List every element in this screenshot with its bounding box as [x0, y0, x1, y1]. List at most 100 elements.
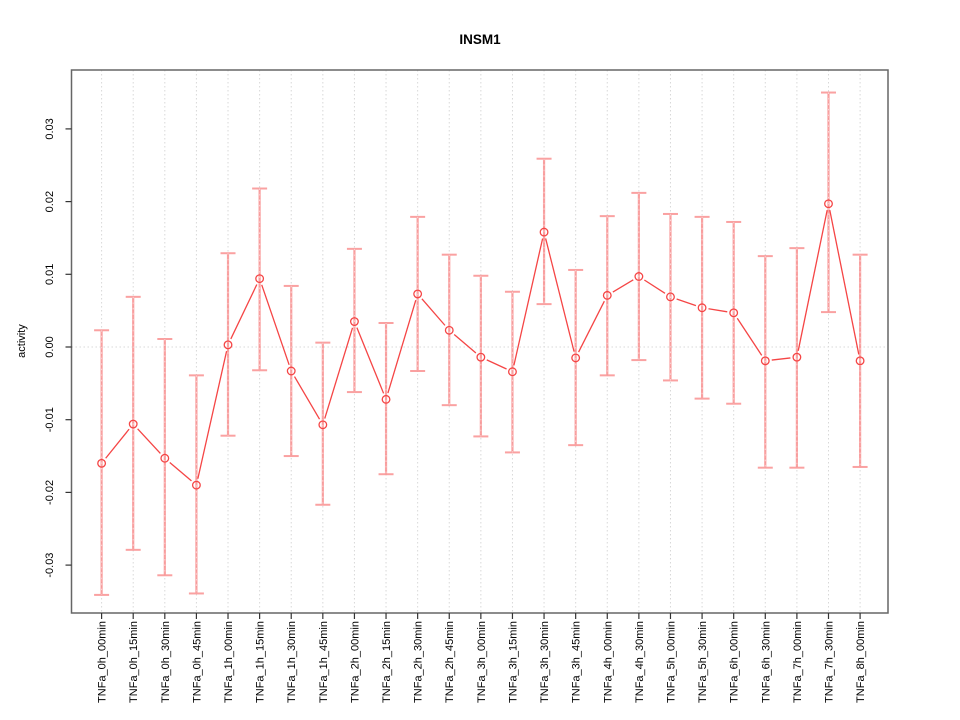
error-bar	[662, 212, 678, 382]
error-bar	[631, 191, 647, 362]
data-point-marker	[760, 356, 770, 366]
series-segment	[453, 333, 477, 354]
x-tick-label: TNFa_2h_45min	[444, 621, 456, 703]
data-point-marker	[634, 272, 644, 281]
error-bar	[473, 274, 489, 438]
data-point-marker	[476, 352, 486, 362]
data-point-marker	[128, 419, 138, 429]
chart-title: INSM1	[459, 32, 501, 47]
error-bar	[252, 187, 268, 372]
error-bar	[94, 329, 110, 596]
data-point-marker	[824, 199, 833, 209]
series-segment	[197, 351, 228, 479]
x-tick-label: TNFa_0h_00min	[97, 621, 109, 703]
error-bar	[789, 247, 805, 469]
x-tick-label: TNFa_2h_00min	[349, 621, 361, 703]
x-tick-label: TNFa_0h_45min	[191, 621, 203, 703]
data-point-marker	[255, 274, 265, 284]
error-bar	[125, 295, 141, 551]
error-bar	[410, 215, 426, 372]
series-segment	[293, 376, 321, 420]
x-tick-label: TNFa_1h_45min	[318, 621, 330, 703]
data-point-marker	[223, 340, 233, 350]
error-bar	[568, 268, 584, 447]
series-segment	[356, 327, 385, 394]
x-tick-label: TNFa_1h_30min	[286, 621, 298, 703]
error-bar	[599, 215, 615, 377]
x-tick-label: TNFa_4h_30min	[634, 621, 646, 703]
x-tick-label: TNFa_8h_00min	[855, 621, 867, 703]
y-tick-label: 0.00	[44, 336, 56, 357]
series-segment	[771, 357, 791, 361]
error-bar	[188, 374, 204, 595]
series-segment	[324, 327, 354, 419]
error-bar	[726, 220, 742, 405]
data-point-marker	[97, 458, 107, 468]
series-segment	[708, 308, 728, 313]
data-point-marker	[666, 292, 675, 302]
x-tick-label: TNFa_6h_30min	[760, 621, 772, 703]
x-tick-label: TNFa_3h_15min	[507, 621, 519, 703]
data-point-marker	[191, 480, 201, 490]
error-bar	[536, 157, 552, 306]
data-point-marker	[444, 325, 454, 335]
data-point-marker	[349, 317, 359, 327]
x-tick-label: TNFa_1h_15min	[255, 621, 267, 703]
x-tick-label: TNFa_3h_00min	[476, 621, 488, 703]
x-tick-label: TNFa_2h_30min	[413, 621, 425, 703]
series-segment	[387, 299, 417, 394]
data-point-marker	[508, 367, 517, 377]
error-bar	[157, 338, 173, 577]
series-segment	[643, 279, 666, 294]
data-point-marker	[160, 453, 170, 463]
data-point-marker	[697, 303, 707, 313]
error-bar	[346, 247, 362, 394]
x-tick-label: TNFa_3h_30min	[539, 621, 551, 703]
x-tick-label: TNFa_0h_15min	[128, 621, 140, 703]
series-segment	[486, 359, 507, 370]
error-bar	[694, 215, 710, 400]
x-tick-label: TNFa_0h_30min	[160, 621, 172, 703]
plot-area: -0.03 -0.02 -0.01 0.00 0.01 0.02 0.03 TNFa_0h_0…	[44, 69, 889, 703]
data-point-marker	[855, 356, 865, 366]
series-segment	[261, 284, 290, 366]
data-point-marker	[602, 290, 612, 300]
series-segment	[137, 428, 161, 454]
error-bar	[820, 91, 836, 314]
series-segment	[169, 461, 192, 482]
data-point-marker	[539, 227, 549, 237]
series-segment	[829, 210, 860, 355]
error-bar	[315, 341, 331, 506]
data-point-marker	[413, 289, 423, 299]
error-bar	[757, 255, 773, 469]
data-point-marker	[792, 352, 802, 362]
x-tick-label: TNFa_5h_30min	[697, 621, 709, 703]
y-tick-label: 0.02	[44, 191, 56, 212]
x-tick-label: TNFa_7h_00min	[792, 621, 804, 703]
y-tick-label: -0.01	[44, 407, 56, 432]
error-bar	[504, 290, 520, 454]
series-segment	[676, 298, 697, 307]
x-tick-label: TNFa_1h_00min	[223, 621, 235, 703]
x-tick-label: TNFa_3h_45min	[571, 621, 583, 703]
error-bar	[283, 284, 299, 458]
y-tick-label: -0.02	[44, 480, 56, 505]
series-segment	[105, 428, 130, 459]
data-point-marker	[318, 420, 328, 430]
error-bar	[220, 252, 236, 437]
y-tick-label: 0.01	[44, 264, 56, 285]
data-point-marker	[571, 353, 581, 363]
series-segment	[612, 279, 634, 293]
y-tick-label: -0.03	[44, 553, 56, 578]
series-segment	[421, 298, 446, 326]
data-point-marker	[286, 366, 296, 376]
series-segment	[578, 300, 605, 353]
x-tick-label: TNFa_2h_15min	[381, 621, 393, 703]
series-segment	[797, 210, 828, 351]
data-point-marker	[381, 394, 391, 404]
y-axis-label: activity	[16, 324, 28, 358]
x-tick-label: TNFa_7h_30min	[823, 621, 835, 703]
error-bar	[852, 253, 868, 468]
